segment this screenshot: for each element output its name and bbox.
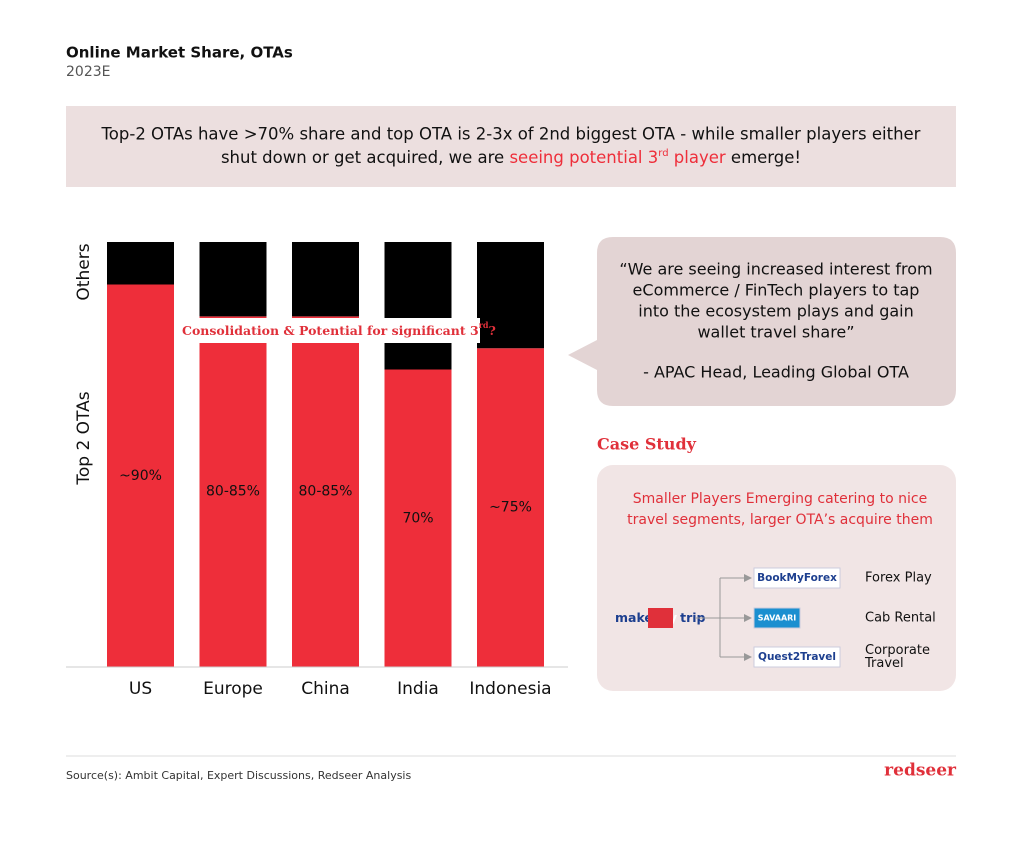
annotation-bg <box>178 318 480 343</box>
bar-segment <box>477 348 544 667</box>
axis-label: Top 2 OTAs <box>74 391 94 485</box>
quote-line: wallet travel share” <box>697 323 854 342</box>
annotation: Consolidation & Potential for significan… <box>182 320 496 338</box>
quote-line: “We are seeing increased interest from <box>619 260 932 279</box>
headline-banner <box>66 106 956 187</box>
bar-segment <box>199 316 267 667</box>
data-label: 70% <box>402 510 433 526</box>
headline-sup: rd <box>658 148 668 159</box>
headline-line: Top-2 OTAs have >70% share and top OTA i… <box>101 125 921 144</box>
quote-line: eCommerce / FinTech players to tap <box>633 281 920 300</box>
subtitle: 2023E <box>66 64 110 80</box>
bar-segment <box>292 316 359 667</box>
axis-label: Others <box>74 243 94 300</box>
x-tick-label: Indonesia <box>469 679 551 699</box>
brand: redseer <box>884 761 957 781</box>
case-line: Smaller Players Emerging catering to nic… <box>633 491 927 507</box>
headline-text: emerge! <box>726 148 801 167</box>
logo-box <box>753 607 801 629</box>
case-study: Smaller Players Emerging catering to nic… <box>627 491 936 671</box>
bar-segment <box>477 242 544 349</box>
source: Source(s): Ambit Capital, Expert Discuss… <box>66 769 411 782</box>
logo-label: Travel <box>864 656 904 671</box>
data-label: ~90% <box>119 468 162 484</box>
bar-segment <box>199 242 267 317</box>
logo-name: BookMyForex <box>757 572 837 584</box>
logo-box <box>753 646 841 668</box>
x-tick-label: Europe <box>203 679 263 699</box>
annotation-sup: rd <box>479 320 489 330</box>
title: Online Market Share, OTAs <box>66 44 293 62</box>
bar-segment <box>292 242 359 317</box>
bar-segment <box>384 242 452 370</box>
annotation-text: Consolidation & Potential for significan… <box>182 323 479 338</box>
data-label: 80-85% <box>299 484 353 500</box>
quote-box <box>568 237 956 406</box>
headline-text: shut down or get acquired, we are <box>221 148 510 167</box>
logo-badge <box>648 608 673 628</box>
bar-segment <box>107 284 174 667</box>
quote: “We are seeing increased interest from eC… <box>619 260 932 382</box>
case-line: travel segments, larger OTA’s acquire th… <box>627 512 933 528</box>
logo-name: Quest2Travel <box>758 651 836 663</box>
x-tick-label: India <box>397 679 439 699</box>
data-label: ~75% <box>489 500 532 516</box>
logo-label: Corporate <box>865 643 930 658</box>
headline-highlight: player <box>669 148 726 167</box>
bar-segment <box>107 242 174 285</box>
arrowheads <box>744 574 752 661</box>
x-tick-label: US <box>129 679 152 699</box>
logo-label: Cab Rental <box>865 611 936 626</box>
logo-label: Forex Play <box>865 571 932 586</box>
annotation-text: ? <box>489 323 496 338</box>
quote-line: into the ecosystem plays and gain <box>638 302 913 321</box>
connector <box>695 577 748 658</box>
bar-segment <box>384 369 452 667</box>
logo-part: make <box>615 610 653 625</box>
quote-attribution: - APAC Head, Leading Global OTA <box>643 363 909 382</box>
x-tick-label: China <box>301 679 350 699</box>
headline-highlight: seeing potential 3 <box>509 148 658 167</box>
chart: ~90% US 80-85% Europe 80-85% China 70% India ~75… <box>66 242 568 699</box>
logo-part: trip <box>680 610 705 625</box>
data-label: 80-85% <box>206 484 260 500</box>
case-study-heading: Case Study <box>597 435 697 454</box>
headline-line: shut down or get acquired, we are seeing… <box>221 148 801 167</box>
logo-box <box>753 567 841 589</box>
logo-name: SAVAARI <box>758 614 797 623</box>
